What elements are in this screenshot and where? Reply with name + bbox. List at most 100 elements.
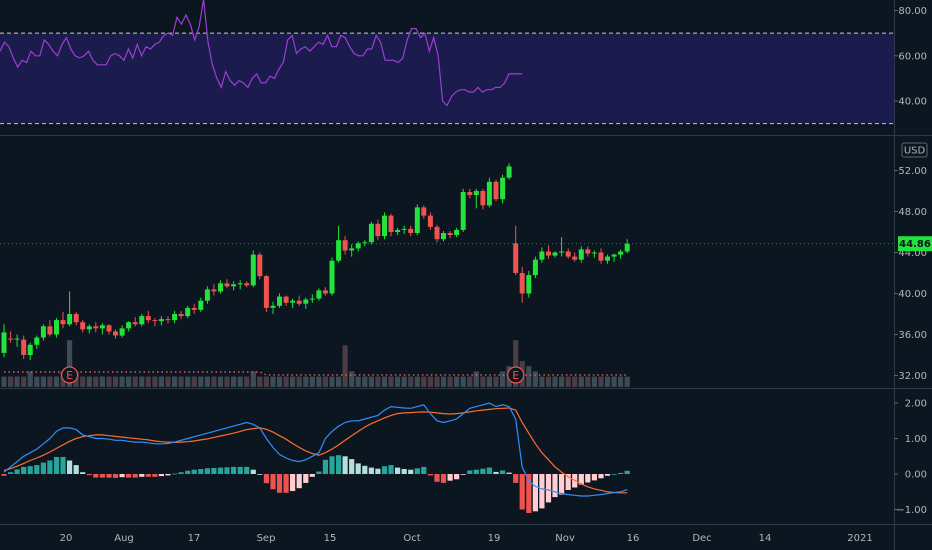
candle[interactable] [14,334,20,347]
candle[interactable] [290,298,296,308]
candle[interactable] [382,212,387,240]
currency-badge[interactable]: USD [901,142,928,158]
candle[interactable] [204,286,210,304]
candle[interactable] [296,295,302,306]
candle[interactable] [119,325,125,338]
candle[interactable] [519,266,525,303]
candle[interactable] [277,293,282,308]
candle[interactable] [237,280,243,290]
candle[interactable] [21,335,27,360]
candle[interactable] [73,311,79,326]
candle[interactable] [414,204,420,236]
candle[interactable] [99,323,105,335]
candle[interactable] [591,250,597,258]
candle[interactable] [611,253,617,262]
candle[interactable] [401,225,407,235]
candle[interactable] [605,254,610,264]
candle[interactable] [532,256,538,279]
candle[interactable] [244,281,250,288]
candle[interactable] [106,324,112,335]
candle[interactable] [303,297,309,309]
candle[interactable] [486,177,492,208]
candle[interactable] [441,231,446,242]
candle[interactable] [526,270,532,298]
candle[interactable] [624,239,630,254]
candle[interactable] [539,247,545,263]
candle[interactable] [47,320,53,337]
candle[interactable] [322,287,328,296]
candle[interactable] [559,237,565,257]
candle[interactable] [618,249,624,259]
candle[interactable] [408,225,414,237]
candle[interactable] [126,321,132,332]
candle[interactable] [165,316,171,324]
candle[interactable] [473,188,479,209]
candle[interactable] [598,248,604,264]
candle[interactable] [27,342,33,361]
candle[interactable] [8,331,14,343]
candle[interactable] [139,314,145,327]
candle[interactable] [500,174,506,204]
candle[interactable] [375,219,381,241]
candle[interactable] [329,257,335,296]
candle[interactable] [34,335,40,349]
candle[interactable] [493,179,499,202]
candle[interactable] [185,305,191,319]
candle[interactable] [546,245,551,259]
candle[interactable] [40,324,46,341]
candle[interactable] [506,163,512,180]
candle[interactable] [178,310,184,320]
candle[interactable] [145,310,151,324]
candle[interactable] [211,284,217,296]
candle[interactable] [93,322,99,333]
candle[interactable] [257,252,263,280]
candle[interactable] [309,294,315,303]
candle[interactable] [198,297,204,312]
candle[interactable] [132,317,138,327]
earnings-marker[interactable]: E [60,366,79,384]
candle[interactable] [60,311,66,329]
candle[interactable] [368,221,374,245]
candle[interactable] [336,225,342,263]
candle[interactable] [565,248,571,259]
candle[interactable] [231,281,237,291]
candle[interactable] [191,303,197,314]
candle[interactable] [1,324,7,358]
candle[interactable] [572,252,578,262]
candle[interactable] [152,318,158,327]
candle[interactable] [158,316,164,326]
candle[interactable] [513,225,519,276]
candle[interactable] [224,279,230,289]
candle[interactable] [218,280,223,294]
candle[interactable] [283,295,289,306]
candle[interactable] [316,288,322,301]
candle[interactable] [552,251,558,258]
rsi-line[interactable] [0,0,523,107]
candle[interactable] [467,188,473,199]
earnings-marker[interactable]: E [507,366,525,384]
macd-panel[interactable] [1,402,630,513]
candle[interactable] [460,188,466,232]
candle[interactable] [578,246,584,263]
candle[interactable] [427,212,433,230]
candle[interactable] [113,329,118,339]
candle[interactable] [250,250,256,288]
candle[interactable] [421,205,427,219]
candle[interactable] [80,320,86,333]
candle[interactable] [342,236,348,255]
candle[interactable] [349,244,355,257]
candle[interactable] [270,301,276,314]
candle[interactable] [480,188,486,210]
macd-line[interactable] [3,402,628,497]
candle[interactable] [388,213,394,237]
candle[interactable] [454,227,460,238]
candle[interactable] [355,241,361,252]
candle[interactable] [67,291,73,327]
candle[interactable] [434,224,440,243]
candle[interactable] [172,310,178,324]
candle[interactable] [395,227,401,236]
candle[interactable] [585,246,591,257]
